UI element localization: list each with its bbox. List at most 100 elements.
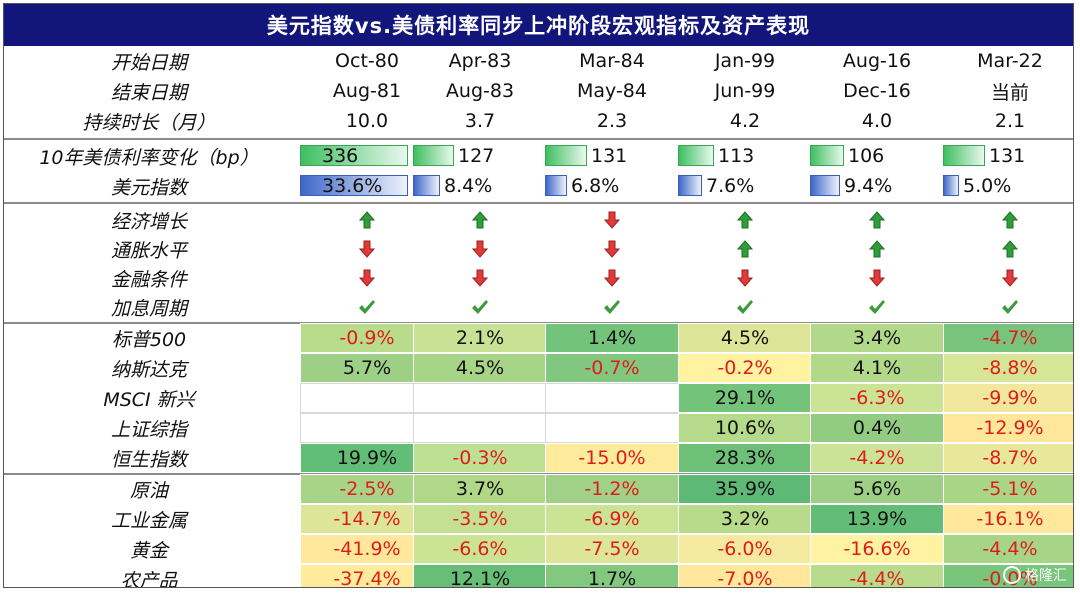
indicator-cell — [413, 263, 547, 293]
indicator-cell — [300, 292, 434, 322]
start-date-cell: Apr-83 — [448, 50, 512, 72]
equity-cell — [300, 383, 434, 413]
arrow-down-icon — [1001, 269, 1019, 287]
indicator-cell — [810, 263, 944, 293]
row-treasury-bp-change: 10年美债利率变化（bp） 336 127 131 113 106 131 — [4, 141, 1073, 171]
label-end-date: 结束日期 — [110, 81, 187, 104]
dollar-index-value: 7.6% — [706, 175, 755, 197]
indicator-cell — [678, 234, 812, 264]
commodity-cell: -6.0% — [678, 534, 812, 564]
checkmark-icon — [604, 300, 620, 314]
commodity-cell: 3.7% — [413, 474, 547, 504]
dollar-index-value: 6.8% — [571, 175, 620, 197]
arrow-up-icon — [868, 240, 886, 258]
start-date-cell: Mar-84 — [579, 50, 645, 72]
arrow-up-icon — [736, 211, 754, 229]
arrow-down-icon — [603, 269, 621, 287]
label-duration: 持续时长（月） — [82, 111, 216, 134]
treasury-bp-change-bar — [810, 145, 844, 166]
end-date-cell: May-84 — [577, 80, 647, 102]
end-date-cell: Aug-81 — [332, 80, 402, 102]
arrow-up-icon — [358, 211, 376, 229]
commodity-cell: -14.7% — [300, 504, 434, 534]
treasury-bp-change-bar — [943, 145, 985, 166]
equity-cell: 19.9% — [300, 443, 434, 473]
dollar-index-value: 33.6% — [322, 175, 383, 197]
dollar-index-bar — [678, 175, 702, 196]
row-equity: 标普500 -0.9% 2.1% 1.4% 4.5% 3.4% -4.7% — [4, 323, 1073, 353]
indicator-cell — [413, 234, 547, 264]
row-commodity: 农产品 -37.4% 12.1% 1.7% -7.0% -4.4% -0.0% — [4, 564, 1073, 587]
checkmark-icon — [472, 300, 488, 314]
indicator-cell — [300, 234, 434, 264]
row-equity: MSCI 新兴 29.1% -6.3% -9.9% — [4, 383, 1073, 413]
equity-cell: 4.5% — [413, 353, 547, 383]
equity-cell: 3.4% — [810, 323, 944, 353]
indicator-label: 加息周期 — [110, 297, 187, 320]
equity-cell: -4.7% — [943, 323, 1073, 353]
indicator-cell — [413, 205, 547, 235]
treasury-bp-change-bar — [300, 145, 408, 166]
commodity-cell: 1.7% — [545, 564, 679, 587]
arrow-down-icon — [358, 240, 376, 258]
equity-cell: 10.6% — [678, 413, 812, 443]
end-date-cell: Dec-16 — [843, 80, 911, 102]
indicator-cell — [545, 263, 679, 293]
equity-cell: 28.3% — [678, 443, 812, 473]
duration-cell: 10.0 — [345, 110, 389, 132]
equity-cell: -0.2% — [678, 353, 812, 383]
start-date-cell: Oct-80 — [335, 50, 399, 72]
commodity-cell: -4.4% — [810, 564, 944, 587]
equity-cell — [413, 383, 547, 413]
commodity-cell: 3.2% — [678, 504, 812, 534]
checkmark-icon — [1002, 300, 1018, 314]
commodity-label: 黄金 — [129, 539, 168, 562]
dollar-index-value: 8.4% — [444, 175, 493, 197]
arrow-up-icon — [736, 240, 754, 258]
equity-label: 标普500 — [111, 328, 187, 351]
checkmark-icon — [869, 300, 885, 314]
indicator-cell — [545, 205, 679, 235]
row-dollar-index: 美元指数 33.6% 8.4% 6.8% 7.6% 9.4% 5.0% — [4, 171, 1073, 201]
indicator-cell — [810, 234, 944, 264]
arrow-down-icon — [736, 269, 754, 287]
equity-cell: 2.1% — [413, 323, 547, 353]
arrow-up-icon — [868, 211, 886, 229]
duration-cell: 3.7 — [464, 110, 496, 132]
arrow-up-icon — [471, 211, 489, 229]
equity-cell: -6.3% — [810, 383, 944, 413]
row-equity: 上证综指 10.6% 0.4% -12.9% — [4, 413, 1073, 443]
row-indicator: 经济增长 — [4, 205, 1073, 235]
arrow-down-icon — [471, 269, 489, 287]
arrow-down-icon — [603, 211, 621, 229]
row-equity: 恒生指数 19.9% -0.3% -15.0% 28.3% -4.2% -8.7% — [4, 443, 1073, 473]
treasury-bp-change-bar — [413, 145, 454, 166]
equity-cell: -8.7% — [943, 443, 1073, 473]
equity-cell: -0.9% — [300, 323, 434, 353]
equity-cell — [545, 413, 679, 443]
row-commodity: 原油 -2.5% 3.7% -1.2% 35.9% 5.6% -5.1% — [4, 474, 1073, 504]
indicator-label: 通胀水平 — [110, 239, 187, 262]
row-indicator: 金融条件 — [4, 263, 1073, 293]
start-date-cell: Jan-99 — [714, 50, 776, 72]
row-commodity: 工业金属 -14.7% -3.5% -6.9% 3.2% 13.9% -16.1% — [4, 504, 1073, 534]
commodity-cell: -4.4% — [943, 534, 1073, 564]
equity-cell: 29.1% — [678, 383, 812, 413]
watermark-logo-icon — [1003, 566, 1021, 584]
commodity-cell: 5.6% — [810, 474, 944, 504]
equity-label: 上证综指 — [110, 418, 187, 441]
commodity-cell: -2.5% — [300, 474, 434, 504]
indicator-cell — [545, 292, 679, 322]
start-date-cell: Aug-16 — [842, 50, 912, 72]
indicator-cell — [943, 205, 1073, 235]
indicator-cell — [545, 234, 679, 264]
dollar-index-bar — [810, 175, 840, 196]
treasury-bp-change-value: 131 — [989, 145, 1026, 167]
indicator-cell — [943, 292, 1073, 322]
table-frame: 美元指数vs.美债利率同步上冲阶段宏观指标及资产表现 开始日期 Oct-80 Apr… — [3, 3, 1074, 588]
indicator-cell — [943, 263, 1073, 293]
row-equity: 纳斯达克 5.7% 4.5% -0.7% -0.2% 4.1% -8.8% — [4, 353, 1073, 383]
equity-cell: -0.7% — [545, 353, 679, 383]
dollar-index-bar — [943, 175, 959, 196]
equity-cell: -12.9% — [943, 413, 1073, 443]
